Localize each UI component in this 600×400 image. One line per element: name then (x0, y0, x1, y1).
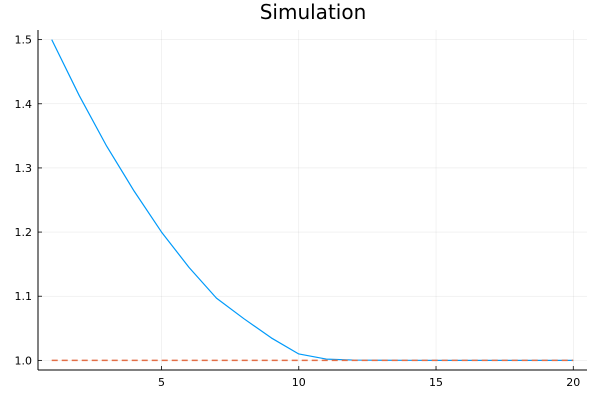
grid (38, 30, 587, 370)
y-tick-label: 1.5 (15, 34, 33, 47)
series-line-1 (51, 39, 574, 361)
x-tick-label: 20 (566, 376, 580, 389)
y-tick-label: 1.1 (15, 290, 33, 303)
series-lines (51, 39, 574, 362)
x-tick-label: 15 (429, 376, 443, 389)
x-tick-label: 5 (158, 376, 165, 389)
y-tick-label: 1.4 (15, 98, 33, 111)
tick-labels: 5 10 15 20 1.0 1.1 1.2 1.3 1.4 1.5 (15, 34, 581, 389)
x-tick-label: 10 (292, 376, 306, 389)
axes (37, 30, 587, 371)
y-tick-label: 1.2 (15, 226, 33, 239)
y-tick-label: 1.0 (15, 354, 33, 367)
y-tick-label: 1.3 (15, 162, 33, 175)
chart-title: Simulation (260, 0, 367, 24)
